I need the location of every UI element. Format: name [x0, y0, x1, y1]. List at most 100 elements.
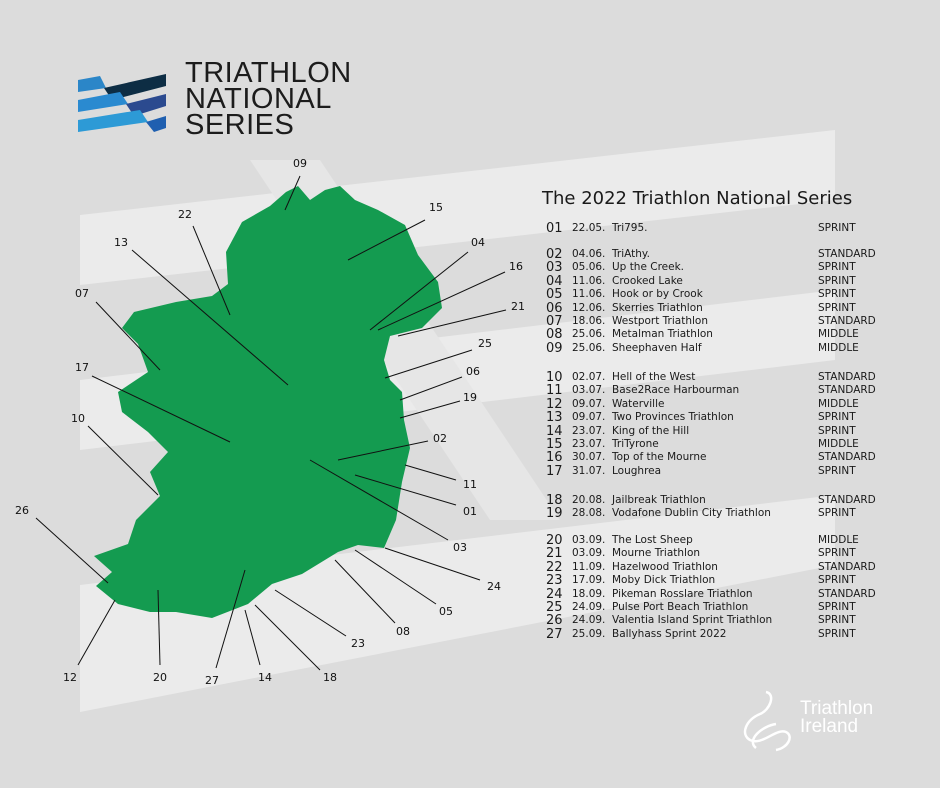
event-name: Waterville	[612, 397, 665, 410]
event-name: Skerries Triathlon	[612, 301, 703, 314]
event-date: 11.06.	[572, 274, 606, 287]
logo-line: SERIES	[185, 109, 295, 141]
map-marker-label: 12	[63, 671, 77, 684]
event-num: 11	[546, 383, 563, 399]
leader-line	[377, 271, 506, 331]
event-type: STANDARD	[818, 494, 876, 506]
triathlon-ireland-logo-icon	[743, 690, 791, 752]
event-type: SPRINT	[818, 222, 856, 234]
map-marker-label: 23	[351, 637, 365, 650]
event-type: SPRINT	[818, 411, 856, 424]
leader-line	[274, 589, 347, 637]
event-num: 12	[546, 396, 563, 412]
map-marker-label: 17	[75, 361, 89, 374]
event-type: SPRINT	[818, 274, 856, 287]
map-marker-label: 13	[114, 236, 128, 249]
event-date: 31.07.	[572, 464, 606, 477]
map-marker-label: 03	[453, 541, 467, 554]
event-type: SPRINT	[818, 547, 856, 560]
map-marker-label: 02	[433, 432, 447, 445]
event-num: 21	[546, 546, 563, 562]
event-type: SPRINT	[818, 301, 856, 314]
event-name: Pulse Port Beach Triathlon	[612, 600, 749, 613]
map-marker-label: 18	[323, 671, 337, 684]
event-num: 15	[546, 436, 563, 452]
map-marker-label: 06	[466, 365, 480, 378]
event-num: 22	[546, 559, 563, 575]
leader-line	[192, 225, 231, 316]
event-date: 25.06.	[572, 328, 606, 341]
leader-line	[347, 219, 426, 261]
event-date: 11.06.	[572, 288, 606, 301]
event-name: Jailbreak Triathlon	[612, 494, 706, 506]
event-name: Vodafone Dublin City Triathlon	[612, 507, 771, 520]
leader-line	[87, 425, 159, 496]
event-num: 20	[546, 533, 563, 548]
map-marker-label: 24	[487, 580, 501, 593]
event-name: Up the Creek.	[612, 261, 685, 274]
event-date: 03.07.	[572, 384, 606, 397]
event-num: 08	[546, 327, 563, 343]
event-num: 07	[546, 313, 563, 329]
leader-line	[369, 251, 469, 331]
leader-line	[254, 604, 321, 671]
event-type: SPRINT	[818, 600, 856, 613]
series-logo-text: TRIATHLON NATIONAL SERIES	[185, 59, 352, 141]
leader-line	[354, 474, 457, 506]
event-name: The Lost Sheep	[612, 534, 693, 546]
event-date: 03.09.	[572, 547, 606, 560]
map-marker-label: 05	[439, 605, 453, 618]
event-type: SPRINT	[818, 464, 856, 477]
event-num: 03	[546, 260, 563, 276]
logo-line: NATIONAL	[185, 83, 332, 115]
event-name: Hook or by Crook	[612, 288, 703, 301]
event-name: Ballyhass Sprint 2022	[612, 627, 727, 640]
event-date: 05.06.	[572, 261, 606, 274]
event-name: King of the Hill	[612, 424, 690, 437]
event-num: 01	[546, 221, 563, 236]
event-num: 14	[546, 423, 563, 439]
leader-line	[384, 547, 481, 581]
ireland-landmass	[94, 186, 442, 618]
leader-line	[404, 464, 457, 481]
event-num: 13	[546, 410, 563, 426]
event-type: MIDDLE	[818, 328, 859, 341]
event-date: 02.07.	[572, 371, 606, 383]
event-date: 18.09.	[572, 587, 606, 600]
event-date: 25.06.	[572, 341, 606, 354]
event-name: Hazelwood Triathlon	[612, 560, 718, 573]
leader-line	[354, 549, 437, 605]
leader-line	[35, 517, 109, 584]
event-type: SPRINT	[818, 261, 856, 274]
event-date: 17.09.	[572, 574, 606, 587]
leader-line	[334, 559, 396, 624]
leader-line	[215, 569, 246, 669]
event-type: MIDDLE	[818, 397, 859, 410]
event-type: MIDDLE	[818, 534, 859, 546]
event-date: 20.08.	[572, 494, 606, 506]
event-num: 17	[546, 463, 563, 479]
event-date: 24.09.	[572, 600, 606, 613]
event-num: 09	[546, 340, 563, 356]
event-type: STANDARD	[818, 314, 876, 327]
event-num: 27	[546, 626, 563, 642]
event-type: SPRINT	[818, 424, 856, 437]
event-date: 22.05.	[572, 222, 606, 234]
triathlon-ireland-logo-text: Triathlon Ireland	[800, 699, 873, 736]
map-marker-label: 22	[178, 208, 192, 221]
event-date: 09.07.	[572, 397, 606, 410]
event-num: 16	[546, 450, 563, 466]
event-name: Loughrea	[612, 464, 662, 477]
event-num: 05	[546, 287, 563, 303]
leader-line	[384, 349, 473, 379]
event-type: SPRINT	[818, 574, 856, 587]
map-marker-label: 01	[463, 505, 477, 518]
map-marker-label: 21	[511, 300, 525, 313]
map-marker-label: 08	[396, 625, 410, 638]
event-name: Top of the Mourne	[612, 451, 707, 464]
map-marker-label: 07	[75, 287, 89, 300]
event-type: MIDDLE	[818, 341, 859, 354]
event-date: 23.07.	[572, 424, 606, 437]
event-type: STANDARD	[818, 451, 876, 464]
